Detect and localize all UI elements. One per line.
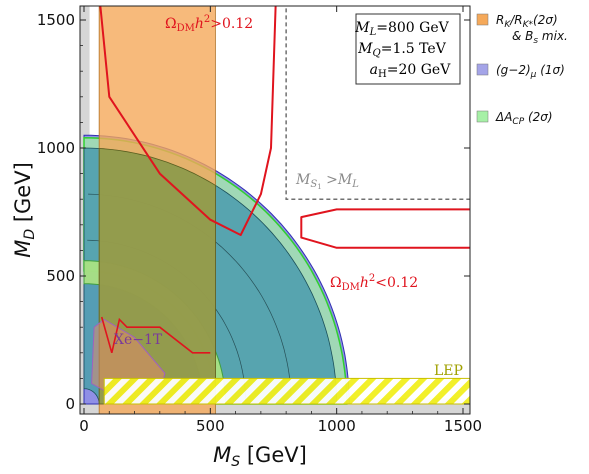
param-ah: aH=20 GeV bbox=[370, 62, 452, 80]
legend-swatch-gm2 bbox=[476, 63, 489, 76]
legend-swatch-dacp bbox=[476, 110, 489, 123]
y-tick-label-2: 1000 bbox=[37, 139, 75, 157]
y-tick-label-1: 500 bbox=[46, 267, 75, 285]
param-mq: MQ=1.5 TeV bbox=[357, 41, 447, 59]
x-axis-label: MS [GeV] bbox=[213, 443, 307, 470]
annotation-xe1t: Xe−1T bbox=[114, 332, 163, 348]
legend-swatch-rk bbox=[476, 13, 489, 26]
param-ml: ML=800 GeV bbox=[354, 20, 449, 38]
parameters-box-frame bbox=[355, 13, 461, 85]
legend: RK/RK*(2σ) & Bs mix. (g−2)μ (1σ) ΔACP (2… bbox=[476, 13, 568, 127]
legend-label-gm2: (g−2)μ (1σ) bbox=[496, 63, 565, 80]
x-tick-label-0: 0 bbox=[79, 417, 89, 435]
y-axis-label: MD [GeV] bbox=[11, 162, 38, 258]
legend-label-dacp: ΔACP (2σ) bbox=[495, 110, 553, 127]
axes-layer: 00 500 500 1000 1000 1500 1500 bbox=[37, 6, 482, 435]
relic-curve-lowmass bbox=[100, 316, 211, 354]
y-tick-label-3: 1500 bbox=[37, 11, 75, 29]
x-tick-label-2: 1000 bbox=[318, 417, 356, 435]
parameters-box: ML=800 GeV MQ=1.5 TeV aH=20 GeV bbox=[354, 13, 461, 85]
relic-curve-lower bbox=[300, 208, 470, 249]
lep-band bbox=[103, 377, 470, 405]
x-tick-label-3: 1500 bbox=[444, 417, 482, 435]
plot-frame bbox=[79, 5, 471, 415]
regions-layer bbox=[80, 6, 470, 414]
annotation-lep: LEP bbox=[434, 363, 463, 379]
annotation-kinematic: MS1 >ML bbox=[295, 172, 359, 191]
kinematic-boundary bbox=[285, 6, 470, 200]
legend-label-bs: & Bs mix. bbox=[512, 29, 568, 46]
x-tick-label-1: 500 bbox=[196, 417, 225, 435]
legend-label-rk: RK/RK*(2σ) bbox=[496, 13, 558, 30]
y-tick-label-0: 0 bbox=[65, 395, 75, 413]
relic-curve-upper bbox=[99, 6, 277, 236]
